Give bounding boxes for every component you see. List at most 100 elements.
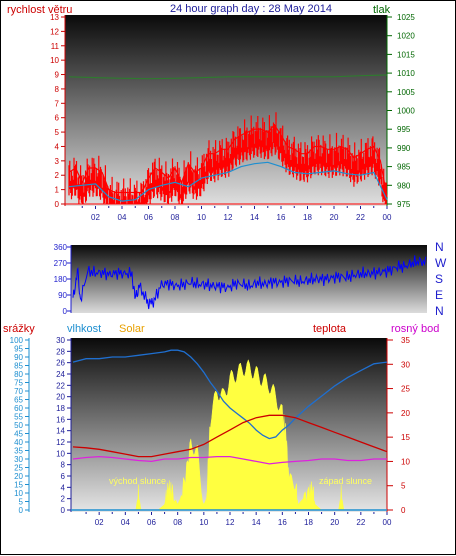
wind-tick-label-13: 13: [50, 13, 59, 22]
rain-tick-label-13: 65: [14, 396, 23, 405]
wind-pressure-chart: 0123456789101112139759809859909951000100…: [50, 13, 415, 222]
temperature-label: teplota: [313, 323, 347, 335]
dir-label-w: W: [435, 256, 447, 270]
wind-x-tick-label-6: 14: [250, 213, 259, 222]
wind-x-tick-label-0: 02: [91, 213, 100, 222]
hum-tick-label-7: 14: [56, 427, 65, 436]
dewpoint-series: [72, 455, 387, 465]
wind-x-tick-label-7: 16: [277, 213, 286, 222]
rain-tick-label-1: 5: [19, 498, 24, 507]
pressure-tick-label-6: 1005: [397, 88, 415, 97]
climate-x-tick-label-3: 08: [173, 518, 182, 527]
pressure-tick-label-5: 1000: [397, 107, 415, 116]
dir-label-n1: N: [435, 240, 444, 254]
dir-tick-label-2: 180: [54, 275, 68, 284]
climate-x-tick-label-0: 02: [95, 518, 104, 527]
solar-series: [73, 359, 387, 511]
rain-tick-label-20: 100: [10, 336, 24, 345]
hum-tick-label-8: 16: [56, 415, 65, 424]
rain-tick-label-19: 95: [14, 345, 23, 354]
climate-x-tick-label-8: 18: [304, 518, 313, 527]
climate-x-tick-label-4: 10: [199, 518, 208, 527]
wind-x-tick-label-1: 04: [118, 213, 127, 222]
pressure-series: [68, 74, 388, 80]
pressure-tick-label-8: 1015: [397, 50, 415, 59]
hum-tick-label-10: 20: [56, 393, 65, 402]
rain-tick-label-14: 70: [14, 387, 23, 396]
hum-tick-label-1: 2: [61, 495, 66, 504]
dir-label-s: S: [435, 272, 443, 286]
hum-tick-label-13: 26: [56, 359, 65, 368]
rain-tick-label-9: 45: [14, 430, 23, 439]
wind-x-tick-label-8: 18: [303, 213, 312, 222]
hum-tick-label-12: 24: [56, 370, 65, 379]
wind-tick-label-5: 5: [55, 128, 60, 137]
wind-direction-plot-area: [71, 245, 427, 313]
climate-x-tick-label-11: 00: [383, 518, 392, 527]
temp-tick-label-1: 5: [401, 482, 406, 491]
rain-tick-label-2: 10: [14, 489, 23, 498]
wind-tick-label-0: 0: [55, 200, 60, 209]
wind-x-tick-label-2: 06: [144, 213, 153, 222]
temp-tick-label-2: 10: [401, 457, 410, 466]
hum-tick-label-6: 12: [56, 438, 65, 447]
wind-gust-series: [68, 112, 387, 204]
climate-x-tick-label-7: 16: [278, 518, 287, 527]
hum-tick-label-0: 0: [61, 506, 66, 515]
temp-tick-label-0: 0: [401, 506, 406, 515]
rain-label: srážky: [3, 323, 35, 335]
wind-x-tick-label-9: 20: [330, 213, 339, 222]
rain-tick-label-11: 55: [14, 413, 23, 422]
hum-tick-label-14: 28: [56, 347, 65, 356]
direction-labels: N W S E N: [435, 240, 447, 318]
hum-tick-label-11: 22: [56, 381, 65, 390]
climate-x-tick-label-10: 22: [356, 518, 365, 527]
wind-avg-series: [68, 161, 388, 202]
temp-tick-label-6: 30: [401, 360, 410, 369]
pressure-tick-label-4: 995: [397, 125, 411, 134]
rain-tick-label-3: 15: [14, 481, 23, 490]
wind-speed-label: rychlost větru: [7, 4, 72, 16]
humidity-series: [72, 349, 388, 440]
climate-x-tick-label-5: 12: [226, 518, 235, 527]
hum-tick-label-3: 6: [61, 472, 66, 481]
wind-tick-label-4: 4: [55, 142, 60, 151]
dir-label-n2: N: [435, 304, 444, 318]
wind-x-tick-label-4: 10: [197, 213, 206, 222]
climate-x-tick-label-9: 20: [330, 518, 339, 527]
temp-tick-label-4: 20: [401, 409, 410, 418]
wind-direction-chart: 0 90 180 270 360: [54, 243, 427, 316]
rain-tick-label-18: 90: [14, 353, 23, 362]
dewpoint-label: rosný bod: [391, 323, 439, 335]
pressure-tick-label-1: 980: [397, 181, 411, 190]
rain-tick-label-6: 30: [14, 455, 23, 464]
hum-tick-label-5: 10: [56, 449, 65, 458]
wind-tick-label-7: 7: [55, 99, 60, 108]
pressure-tick-label-0: 975: [397, 200, 411, 209]
wind-x-tick-label-11: 00: [383, 213, 392, 222]
wind-tick-label-6: 6: [55, 114, 60, 123]
dir-label-e: E: [435, 288, 443, 302]
climate-x-tick-label-6: 14: [252, 518, 261, 527]
rain-tick-label-8: 40: [14, 438, 23, 447]
wind-tick-label-12: 12: [50, 27, 59, 36]
dir-tick-label-3: 270: [54, 259, 68, 268]
dir-tick-label-0: 0: [63, 307, 68, 316]
temperature-series: [72, 414, 388, 458]
wind-x-tick-label-3: 08: [171, 213, 180, 222]
climate-x-tick-label-1: 04: [121, 518, 130, 527]
temp-tick-label-7: 35: [401, 336, 410, 345]
pressure-tick-label-3: 990: [397, 144, 411, 153]
rain-tick-label-16: 80: [14, 370, 23, 379]
wind-gust-line: [68, 123, 388, 197]
pressure-tick-label-7: 1010: [397, 69, 415, 78]
rain-tick-label-15: 75: [14, 379, 23, 388]
wind-tick-label-10: 10: [50, 56, 59, 65]
climate-x-tick-label-2: 06: [147, 518, 156, 527]
sunrise-annotation: východ slunce: [109, 476, 166, 486]
rain-tick-label-5: 25: [14, 464, 23, 473]
hum-tick-label-15: 30: [56, 336, 65, 345]
wind-x-tick-label-5: 12: [224, 213, 233, 222]
